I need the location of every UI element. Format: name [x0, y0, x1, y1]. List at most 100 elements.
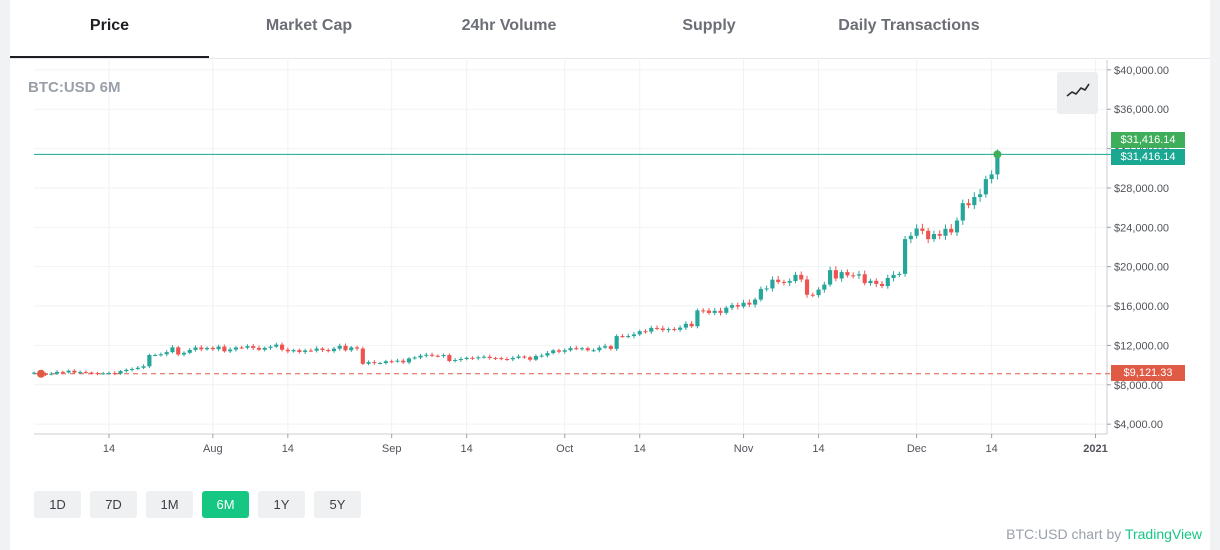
- candle-body: [268, 346, 273, 348]
- range-1m-button[interactable]: 1M: [146, 491, 193, 518]
- tab-supply[interactable]: Supply: [682, 17, 736, 34]
- candle-body: [649, 327, 654, 332]
- candle-body: [187, 349, 192, 353]
- candle-body: [164, 352, 169, 355]
- candle-body: [331, 348, 337, 352]
- candle-body: [678, 327, 683, 330]
- candle-body: [204, 347, 210, 350]
- candle-body: [972, 197, 977, 206]
- candle-body: [274, 344, 279, 347]
- candle-body: [822, 284, 827, 290]
- candle-body: [781, 281, 787, 283]
- candle-body: [562, 350, 567, 352]
- candle-body: [181, 352, 187, 355]
- candle-body: [129, 368, 135, 370]
- candle-body: [435, 355, 440, 357]
- credit-text: BTC:USD chart by: [1006, 526, 1122, 542]
- candle-body: [510, 357, 515, 360]
- candle-body: [891, 274, 896, 279]
- price-chart[interactable]: $4,000.00 $8,000.00 $12,000.00 $16,000.00 $2…: [10, 0, 1210, 470]
- candle-body: [868, 280, 873, 284]
- candle-body: [118, 371, 123, 374]
- candle-body: [828, 270, 833, 285]
- candle-body: [631, 334, 637, 337]
- range-1d-button[interactable]: 1D: [34, 491, 81, 518]
- range-7d-button[interactable]: 7D: [90, 491, 137, 518]
- candle-body: [516, 356, 521, 358]
- price-axis-label: $8,000.00: [1114, 380, 1163, 392]
- candle-body: [591, 350, 596, 352]
- candle-body: [354, 347, 360, 349]
- candle-body: [493, 358, 498, 360]
- time-axis-label: 14: [282, 443, 294, 455]
- price-axis-label: $40,000.00: [1114, 65, 1169, 77]
- candle-body: [579, 348, 585, 350]
- candle-body: [285, 349, 290, 352]
- candle-body: [637, 331, 642, 335]
- candle-body: [343, 345, 348, 351]
- candle-body: [314, 348, 319, 351]
- range-5y-button[interactable]: 5Y: [314, 491, 361, 518]
- candle-body: [983, 179, 988, 195]
- candle-body: [210, 347, 215, 350]
- candle-body: [383, 361, 388, 364]
- tab-market-cap[interactable]: Market Cap: [265, 17, 353, 34]
- candle-body: [920, 228, 925, 231]
- candle-body: [424, 354, 429, 356]
- candle-body: [666, 329, 671, 331]
- candle-body: [735, 305, 740, 307]
- candle-body: [43, 374, 48, 376]
- candle-body: [556, 350, 562, 352]
- candle-body: [418, 355, 423, 358]
- price-axis-label: $28,000.00: [1114, 183, 1169, 195]
- candle-body: [528, 357, 533, 360]
- candle-body: [429, 354, 435, 356]
- candle-body: [960, 203, 965, 221]
- candle-body: [228, 349, 233, 352]
- tab-bar: Price Market Cap 24hr Volume Supply Dail…: [10, 0, 1210, 59]
- candle-body: [447, 355, 452, 361]
- candle-body: [112, 372, 117, 374]
- candle-body: [297, 350, 302, 353]
- candle-body: [776, 279, 781, 282]
- candle-body: [654, 327, 660, 329]
- candle-body: [147, 354, 152, 367]
- candle-body: [245, 346, 250, 348]
- candle-body: [689, 323, 694, 327]
- candle-body: [603, 346, 608, 348]
- tab-price[interactable]: Price: [10, 0, 209, 58]
- candle-body: [712, 310, 717, 313]
- candle-body: [937, 234, 942, 236]
- price-line-tag: $31,416.14: [1111, 149, 1185, 165]
- tab-daily-transactions[interactable]: Daily Transactions: [838, 17, 980, 34]
- time-axis-label: Nov: [734, 443, 754, 455]
- start-price-tag: $9,121.33: [1111, 365, 1185, 381]
- price-axis-label: $16,000.00: [1114, 301, 1169, 313]
- candle-body: [199, 347, 204, 350]
- candle-body: [522, 356, 527, 358]
- range-6m-button[interactable]: 6M: [202, 491, 249, 518]
- chart-card: Price Market Cap 24hr Volume Supply Dail…: [10, 0, 1210, 550]
- candle-body: [978, 194, 983, 198]
- candle-body: [903, 239, 908, 274]
- candle-body: [291, 350, 296, 352]
- candle-body: [279, 344, 285, 350]
- range-1y-button[interactable]: 1Y: [258, 491, 305, 518]
- price-axis-label: $12,000.00: [1114, 340, 1169, 352]
- chart-credit: BTC:USD chart by TradingView: [1006, 526, 1202, 542]
- candle-body: [620, 336, 625, 338]
- candle-body: [441, 355, 446, 357]
- candle-body: [349, 347, 354, 351]
- last-price-tag: $31,416.14: [1111, 132, 1185, 148]
- candle-body: [683, 323, 688, 328]
- candle-body: [706, 310, 712, 313]
- tab-24hr-volume[interactable]: 24hr Volume: [461, 17, 557, 34]
- candle-body: [626, 336, 631, 338]
- chart-type-button[interactable]: [1057, 72, 1098, 114]
- time-axis-label: 14: [103, 443, 115, 455]
- candle-body: [337, 345, 342, 349]
- candle-body: [539, 355, 544, 357]
- candle-body: [233, 347, 238, 350]
- tradingview-link[interactable]: TradingView: [1124, 526, 1202, 542]
- last-price-marker: [993, 150, 1002, 159]
